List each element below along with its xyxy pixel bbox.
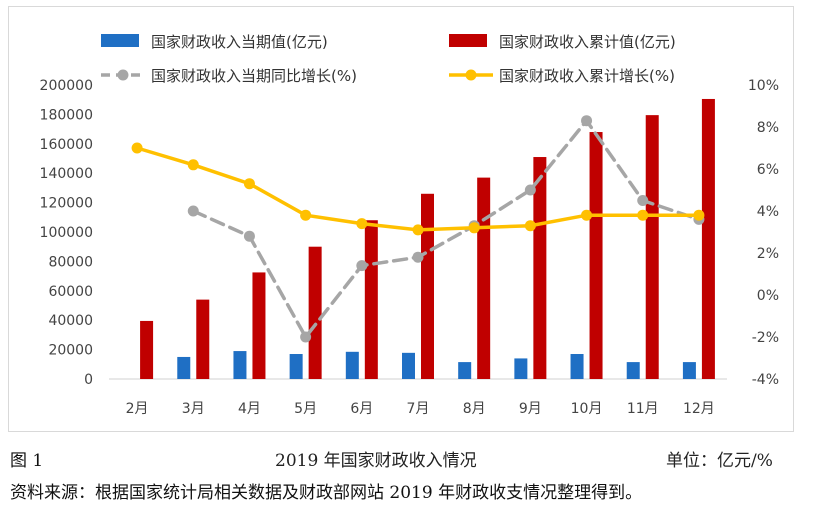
bar-current-value [626,362,640,379]
bar-current-value [233,351,247,379]
bar-cumulative-value [364,220,378,379]
point-cumulative-growth [693,209,705,221]
x-tick-label: 8月 [463,401,486,417]
legend-marker [117,69,129,81]
bar-current-value [514,358,528,379]
legend-label: 国家财政收入当期同比增长(%) [151,67,357,85]
point-cumulative-growth [243,178,255,190]
x-tick-label: 9月 [519,401,542,417]
legend-swatch [101,34,139,47]
point-current-yoy-growth [637,195,649,206]
y-right-tick-label: 8% [757,120,779,136]
figure-title: 2019 年国家财政收入情况 [275,451,477,471]
bar-cumulative-value [308,246,322,379]
y-right-tick-label: 0% [757,288,779,304]
y-left-tick-label: 200000 [40,78,93,94]
point-cumulative-growth [187,159,199,171]
figure-label: 图 1 [10,451,44,471]
point-cumulative-growth [468,222,480,234]
legend-label: 国家财政收入累计增长(%) [499,67,675,85]
x-tick-label: 12月 [683,401,715,417]
point-current-yoy-growth [524,184,536,196]
y-right-tick-label: 10% [748,78,779,94]
y-right-tick-label: 4% [757,204,779,220]
x-tick-label: 7月 [407,401,430,417]
y-left-tick-label: 140000 [40,166,93,182]
line-current-yoy-growth [191,117,701,341]
chart-plot: 0 20000 40000 60000 80000 100000 120000 140000 1… [40,33,779,417]
y-left-tick-label: 0 [84,372,93,388]
figure-unit: 单位：亿元/% [666,451,773,471]
x-tick-label: 10月 [571,401,603,417]
x-tick-label: 3月 [182,401,205,417]
y-right-tick-label: 2% [757,246,779,262]
point-cumulative-growth [581,209,593,221]
legend-label: 国家财政收入累计值(亿元) [499,33,676,51]
bar-cumulative-value [140,320,154,379]
bar-current-value [682,362,696,379]
y-left-tick-label: 80000 [48,254,93,270]
legend-marker [465,69,477,81]
point-cumulative-growth [356,218,368,230]
legend-label: 国家财政收入当期值(亿元) [151,33,328,51]
point-current-yoy-growth [581,115,593,127]
point-cumulative-growth [412,224,424,236]
y-right-tick-label: -2% [752,330,779,346]
y-left-tick-label: 160000 [40,137,93,153]
y-left-tick-label: 120000 [40,196,93,212]
bar-current-value [402,352,415,379]
bar-cumulative-value [701,98,715,379]
x-tick-label: 4月 [238,401,261,417]
x-tick-label: 6月 [350,401,373,417]
x-tick-label: 11月 [627,401,659,417]
point-cumulative-growth [300,209,312,221]
bar-cumulative-value [645,115,659,379]
bar-cumulative-value [477,177,491,379]
bar-current-value [570,354,584,379]
bar-current-value [345,351,359,379]
y-left-tick-label: 20000 [48,343,93,359]
point-current-yoy-growth [356,260,368,272]
bar-cumulative-value [196,299,210,379]
x-tick-label: 2月 [126,401,149,417]
bar-current-value [458,362,472,379]
point-cumulative-growth [637,209,649,221]
bar-cumulative-value [533,157,547,379]
bar-cumulative-value [589,132,603,379]
y-left-tick-label: 180000 [40,107,93,123]
point-current-yoy-growth [412,251,424,263]
x-tick-label: 5月 [294,401,317,417]
point-cumulative-growth [524,220,536,232]
y-left-tick-label: 40000 [48,313,93,329]
figure-source: 资料来源：根据国家统计局相关数据及财政部网站 2019 年财政收支情况整理得到。 [10,483,643,503]
y-right-tick-label: 6% [757,162,779,178]
point-current-yoy-growth [243,230,255,242]
y-right-tick-label: -4% [752,372,779,388]
chart-frame: 0 20000 40000 60000 80000 100000 120000 140000 1… [8,6,794,432]
y-left-tick-label: 100000 [40,225,93,241]
bar-cumulative-value [252,272,266,379]
bar-current-value [289,354,303,379]
y-left-tick-label: 60000 [48,284,93,300]
point-cumulative-growth [131,142,143,154]
legend-swatch [449,34,487,47]
bar-current-value [177,356,191,379]
point-current-yoy-growth [187,205,199,217]
point-current-yoy-growth [300,331,312,343]
bar-cumulative-value [421,193,434,379]
